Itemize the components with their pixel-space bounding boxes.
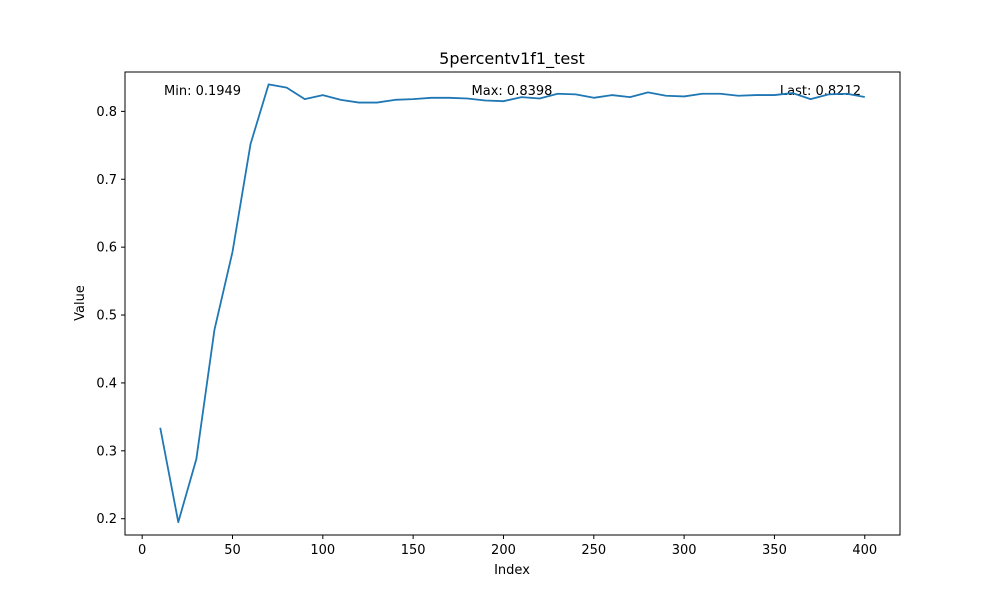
x-tick-label: 100	[310, 543, 335, 558]
min-annotation: Min: 0.1949	[164, 84, 241, 99]
y-tick-label: 0.6	[96, 241, 117, 256]
x-tick-label: 200	[491, 543, 516, 558]
x-tick-label: 250	[581, 543, 606, 558]
x-tick-label: 350	[762, 543, 787, 558]
x-tick-label: 0	[138, 543, 146, 558]
y-tick-label: 0.2	[96, 512, 117, 527]
max-annotation: Max: 0.8398	[472, 84, 553, 99]
y-tick-label: 0.3	[96, 444, 117, 459]
x-tick-label: 50	[224, 543, 241, 558]
y-axis-label: Value	[73, 285, 88, 321]
x-tick-label: 300	[672, 543, 697, 558]
y-tick-label: 0.4	[96, 376, 117, 391]
x-tick-label: 150	[401, 543, 426, 558]
x-axis-label: Index	[494, 563, 530, 578]
y-tick-label: 0.7	[96, 173, 117, 188]
series-layer	[160, 84, 865, 522]
chart-title: 5percentv1f1_test	[439, 49, 585, 69]
y-tick-label: 0.8	[96, 105, 117, 120]
y-tick-label: 0.5	[96, 309, 117, 324]
x-tick-label: 400	[852, 543, 877, 558]
plot-frame	[125, 72, 900, 535]
series-line	[160, 84, 865, 522]
